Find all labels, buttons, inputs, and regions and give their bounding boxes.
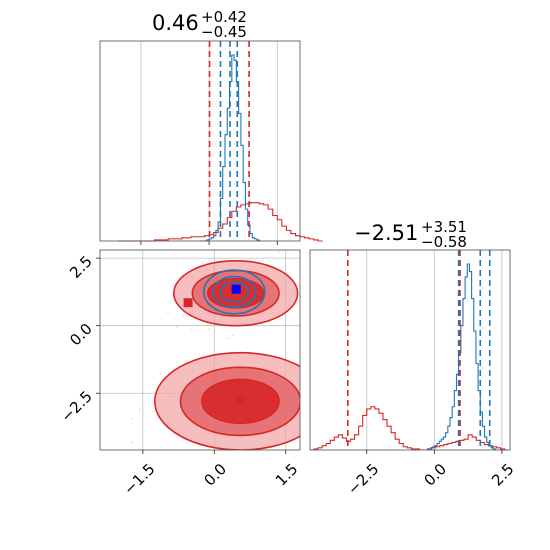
histogram-top-left [118,54,323,242]
histogram-series-0 [118,202,323,242]
blue-contour-level2 [219,281,249,303]
sample-point [159,372,162,375]
sample-point [302,442,304,444]
x-tick-label: 2.5 [488,460,518,490]
sample-point [327,371,329,373]
sample-point [319,340,321,342]
sample-point [310,417,312,419]
grid-bottom-right [366,250,503,450]
x-tick-label: 1.5 [272,460,302,490]
x-tick-label: 0.0 [420,460,450,490]
histogram-series-0 [310,406,509,450]
sample-point [167,311,169,314]
sample-point [251,459,253,461]
y-tick-label: −2.5 [57,387,95,425]
histogram-series-1 [200,54,262,242]
sample-point [138,409,141,411]
sample-point [131,441,134,444]
quantile-lines-top-left [208,41,250,241]
blue-contour-level0 [203,269,266,315]
red-marker-0 [183,298,193,308]
blue-marker [231,284,241,294]
x-tick-label: −1.5 [120,460,158,498]
sample-point [190,329,193,331]
panel-bottom-right: −2.5 0.0 2.5 −2.51 +3.51 −0.58 [309,218,518,499]
title-minus-bottom-right: −0.58 [421,233,467,251]
sample-point [176,325,178,328]
axes-frame-bottom-left [99,249,301,451]
sample-point [226,337,228,340]
panel-bottom-left: −1.5 0.0 1.5 −2.5 0.0 2.5 [57,249,345,499]
axes-frame-top-left [99,40,301,242]
sample-point [277,250,280,253]
x-tick-label: 0.0 [200,460,230,490]
title-value-bottom-right: −2.51 [354,221,418,245]
red-marker-1 [235,394,245,404]
sample-point [232,334,234,337]
sample-point [330,369,332,371]
sample-point [208,328,210,330]
axes-frame-bottom-right [309,249,511,451]
y-tick-label: 2.5 [66,252,96,282]
sample-point [306,375,308,377]
title-value-top-left: 0.46 [152,11,199,35]
y-tick-label: 0.0 [66,320,96,350]
title-plus-bottom-right: +3.51 [421,218,467,236]
panel-top-left: 0.46 +0.42 −0.45 [99,8,323,245]
title-minus-top-left: −0.45 [201,23,247,41]
sample-point [334,396,336,398]
blue-contour-level1 [212,275,257,309]
sample-point [194,475,196,477]
title-plus-top-left: +0.42 [201,8,247,26]
contours-bottom-left [130,250,345,477]
sample-point [130,417,133,420]
histogram-bottom-right [310,263,509,450]
sample-point [182,314,185,317]
x-tick-label: −2.5 [344,460,382,498]
ticks-bottom-right: −2.5 0.0 2.5 [344,450,518,499]
sample-point [303,409,305,411]
sample-point [172,284,175,287]
histogram-series-1 [426,263,498,450]
quantile-lines-bottom-right [347,250,491,450]
sample-point [311,301,313,303]
sample-point [307,285,309,287]
sample-point [343,403,345,405]
